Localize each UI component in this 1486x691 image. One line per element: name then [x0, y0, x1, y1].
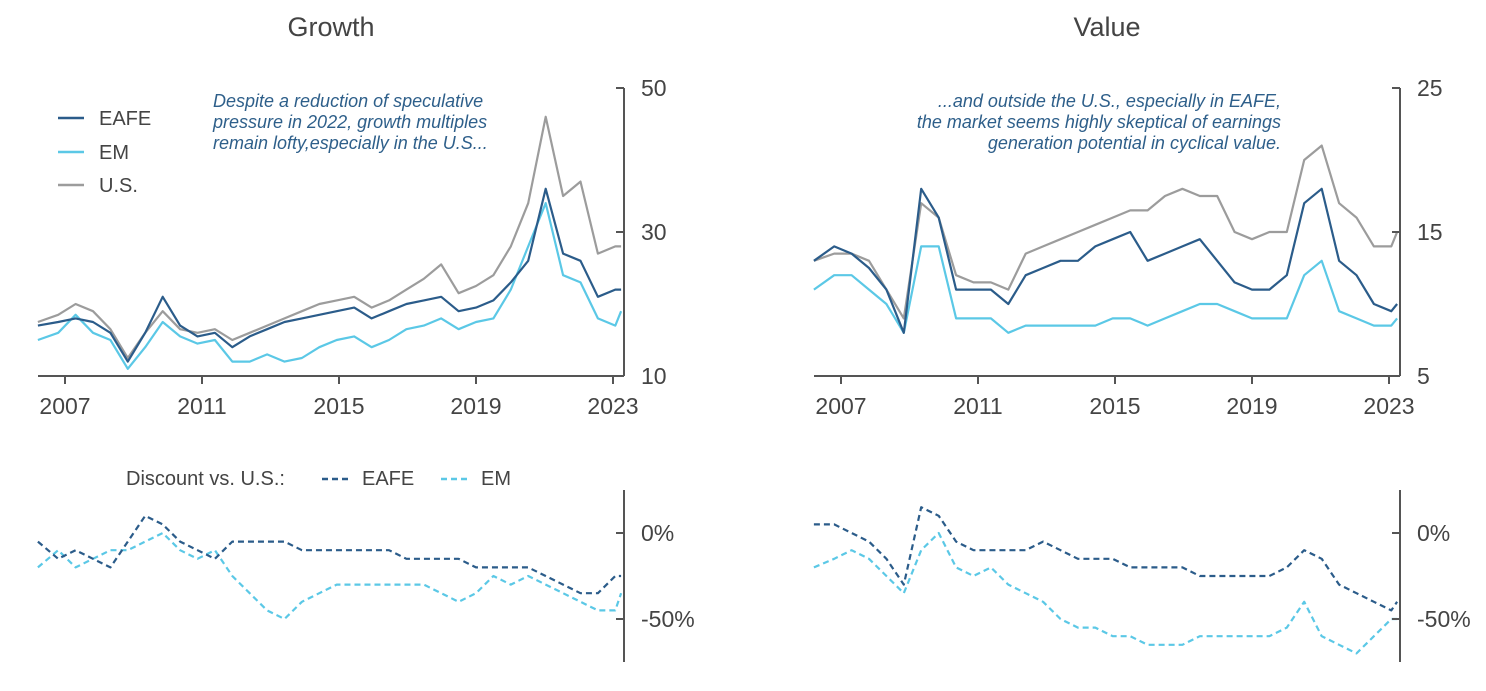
- value-annotation-line-2: the market seems highly skeptical of ear…: [917, 112, 1281, 132]
- growth-series-eafe-line: [37, 187, 622, 363]
- value-annotation: ...and outside the U.S., especially in E…: [917, 91, 1281, 153]
- value-discount-series-em-line: [813, 531, 1398, 655]
- value-x-label-2023: 2023: [1363, 393, 1414, 419]
- value-y-tick-label-25: 25: [1417, 75, 1443, 101]
- value-x-label-2015: 2015: [1089, 393, 1140, 419]
- growth-x-label-2023: 2023: [587, 393, 638, 419]
- legend-em-label: EM: [99, 142, 129, 164]
- growth-x-label-2007: 2007: [39, 393, 90, 419]
- value-panel: Value 25 15 5 2007 2011 2015 2019 2023 .…: [813, 12, 1443, 419]
- discount-legend-em-label: EM: [481, 468, 511, 490]
- discount-legend-eafe-label: EAFE: [362, 468, 414, 490]
- value-discount-series-eafe-line: [813, 506, 1399, 612]
- value-title: Value: [1073, 12, 1140, 42]
- legend-eafe-label: EAFE: [99, 108, 151, 130]
- growth-x-label-2015: 2015: [313, 393, 364, 419]
- value-x-label-2019: 2019: [1226, 393, 1277, 419]
- value-y-tick-label-5: 5: [1417, 363, 1430, 389]
- growth-y-tick-label-10: 10: [641, 363, 667, 389]
- growth-y-tick-label-50: 50: [641, 75, 667, 101]
- value-series-us-line: [813, 144, 1399, 320]
- growth-x-label-2011: 2011: [177, 393, 226, 419]
- value-plot-area: [813, 144, 1399, 334]
- growth-annotation-line-2: pressure in 2022, growth multiples: [212, 112, 487, 132]
- growth-annotation-line-3: remain lofty,especially in the U.S...: [213, 133, 488, 153]
- growth-annotation-line-1: Despite a reduction of speculative: [213, 91, 483, 111]
- value-discount-plot-area: [813, 506, 1399, 655]
- value-annotation-line-3: generation potential in cyclical value.: [988, 133, 1281, 153]
- growth-y-tick-label-30: 30: [641, 219, 667, 245]
- growth-annotation: Despite a reduction of speculative press…: [212, 91, 488, 153]
- value-discount-y-label-neg50: -50%: [1417, 606, 1471, 632]
- discount-legend-title: Discount vs. U.S.:: [126, 468, 285, 490]
- growth-discount-series-em-line: [37, 531, 623, 621]
- growth-title: Growth: [287, 12, 374, 42]
- growth-discount-panel: 0% -50% Discount vs. U.S.: EAFE EM: [37, 468, 695, 662]
- value-series-eafe-line: [813, 187, 1398, 334]
- value-x-label-2007: 2007: [815, 393, 866, 419]
- value-series-em-line: [813, 245, 1398, 334]
- value-annotation-line-1: ...and outside the U.S., especially in E…: [938, 91, 1281, 111]
- growth-series-em-line: [37, 202, 623, 370]
- growth-discount-plot-area: [37, 514, 623, 621]
- growth-discount-series-eafe-line: [37, 514, 622, 595]
- discount-legend: Discount vs. U.S.: EAFE EM: [126, 468, 511, 490]
- growth-legend: EAFE EM U.S.: [58, 108, 151, 197]
- legend-us-label: U.S.: [99, 175, 138, 197]
- growth-discount-y-label-neg50: -50%: [641, 606, 695, 632]
- value-y-tick-label-15: 15: [1417, 219, 1443, 245]
- value-discount-y-label-0: 0%: [1417, 520, 1450, 546]
- growth-panel: Growth 50 30 10 2007 2011 2015 2019 2023…: [37, 12, 667, 419]
- growth-plot-area: [37, 115, 623, 370]
- growth-discount-y-label-0: 0%: [641, 520, 674, 546]
- growth-x-label-2019: 2019: [450, 393, 501, 419]
- value-x-label-2011: 2011: [953, 393, 1002, 419]
- value-discount-panel: 0% -50%: [813, 490, 1471, 662]
